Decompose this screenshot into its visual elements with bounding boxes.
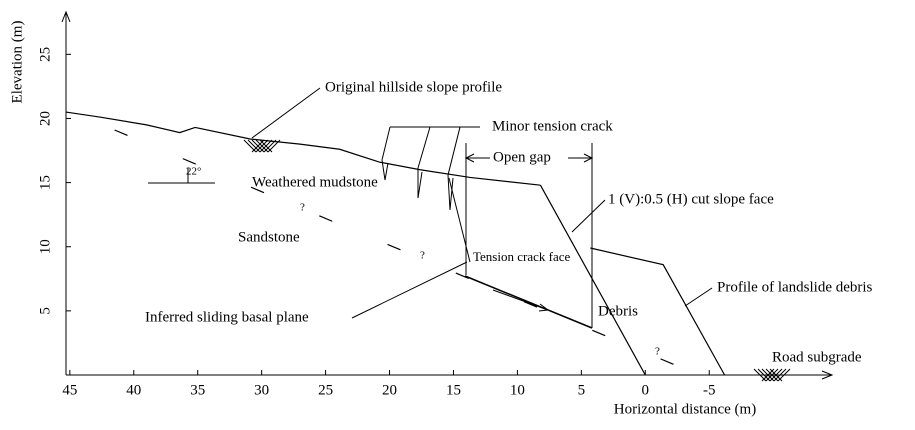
annotation: Minor tension crack — [492, 118, 613, 134]
y-tick-label: 20 — [37, 111, 53, 126]
x-tick-label: 45 — [62, 382, 77, 398]
x-tick-label: -5 — [703, 382, 716, 398]
leader-line — [685, 288, 712, 306]
y-tick-label: 25 — [37, 47, 53, 62]
annotation: ? — [300, 202, 305, 214]
x-tick-label: 5 — [578, 382, 586, 398]
sketch-line — [382, 127, 390, 160]
x-tick-label: 30 — [254, 382, 269, 398]
series-label: Original hillside slope profile — [325, 79, 502, 95]
annotation: ? — [655, 346, 660, 358]
y-axis-label: Elevation (m) — [9, 21, 25, 104]
x-tick-label: 15 — [446, 382, 461, 398]
leader-line — [572, 200, 605, 232]
leader-line — [252, 88, 320, 138]
y-tick-label: 10 — [37, 239, 53, 254]
sketch-line — [418, 127, 430, 168]
y-tick-label: 15 — [37, 175, 53, 190]
chart: Elevation (m) Horizontal distance (m) 5 1… — [0, 0, 915, 425]
annotation: Weathered mudstone — [252, 174, 378, 190]
annotation: Debris — [598, 303, 638, 319]
x-tick-label: 35 — [190, 382, 205, 398]
x-tick-label: 20 — [382, 382, 397, 398]
crack — [382, 160, 453, 210]
y-tick-label: 5 — [37, 307, 53, 315]
leader-line — [352, 262, 467, 318]
annotation: ? — [420, 250, 425, 262]
series-label: 1 (V):0.5 (H) cut slope face — [608, 191, 774, 207]
x-tick-label: 10 — [510, 382, 525, 398]
series-label: Inferred sliding basal plane — [145, 309, 309, 325]
annotation: Tension crack face — [473, 249, 570, 264]
arrow-head — [466, 154, 592, 311]
x-axis-label: Horizontal distance (m) — [614, 401, 756, 417]
x-tick-label: 0 — [642, 382, 650, 398]
annotation: Open gap — [493, 149, 551, 165]
annotation: Sandstone — [238, 229, 300, 245]
x-tick-label: 40 — [126, 382, 141, 398]
sketch-line — [448, 127, 460, 175]
profile-line — [540, 185, 645, 375]
x-tick-label: 25 — [318, 382, 333, 398]
series-label: Profile of landslide debris — [717, 279, 873, 295]
annotation: Road subgrade — [772, 349, 862, 365]
sliding-plane-solid — [465, 276, 592, 328]
